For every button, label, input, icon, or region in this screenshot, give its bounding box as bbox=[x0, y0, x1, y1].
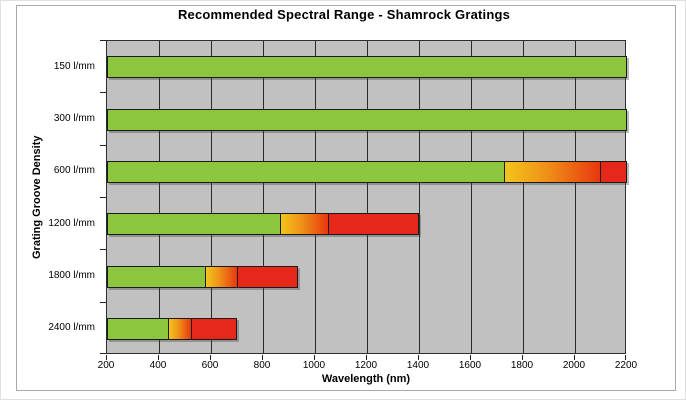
x-tick-mark bbox=[366, 355, 367, 360]
x-tick-label: 1000 bbox=[302, 360, 326, 371]
bar-segment-green bbox=[108, 318, 168, 339]
x-tick-mark bbox=[262, 355, 263, 360]
x-tick-mark bbox=[106, 355, 107, 360]
x-tick-mark bbox=[470, 355, 471, 360]
gridline bbox=[367, 41, 368, 353]
y-category-label: 1800 l/mm bbox=[48, 269, 95, 281]
bar bbox=[107, 265, 298, 288]
bar-segment-red bbox=[191, 318, 236, 339]
gridline bbox=[419, 41, 420, 353]
y-category-label: 300 l/mm bbox=[53, 112, 95, 124]
bar-segment-red bbox=[600, 161, 626, 182]
x-tick-mark bbox=[210, 355, 211, 360]
bar-segment-green bbox=[108, 161, 505, 182]
y-category-labels: 150 l/mm 300 l/mm 600 l/mm 1200 l/mm 1800 l/… bbox=[16, 40, 100, 354]
x-tick-mark bbox=[522, 355, 523, 360]
y-category-label: 1200 l/mm bbox=[48, 217, 95, 229]
bar-segment-green bbox=[108, 109, 626, 130]
bar-segment-gradient bbox=[504, 161, 601, 182]
x-tick-mark bbox=[314, 355, 315, 360]
gridline bbox=[523, 41, 524, 353]
bar-segment-green bbox=[108, 266, 205, 287]
x-tick-label: 1400 bbox=[406, 360, 430, 371]
x-tick-label: 1600 bbox=[458, 360, 482, 371]
x-axis-title: Wavelength (nm) bbox=[321, 373, 411, 385]
y-category-label: 150 l/mm bbox=[53, 60, 95, 72]
gridline bbox=[575, 41, 576, 353]
bar-segment-gradient bbox=[204, 266, 237, 287]
gridline bbox=[315, 41, 316, 353]
gridline bbox=[159, 41, 160, 353]
plot-area bbox=[106, 40, 627, 354]
y-category-label: 600 l/mm bbox=[53, 165, 95, 177]
x-tick-label: 2000 bbox=[562, 360, 586, 371]
x-tick-labels: 200 400 600 800 1000 1200 1400 1600 1800 2000 2200 bbox=[98, 360, 637, 372]
bar-segment-red bbox=[327, 214, 418, 235]
x-axis-ticks bbox=[106, 354, 626, 360]
bar-segment-red bbox=[236, 266, 297, 287]
y-tick-mark bbox=[100, 353, 106, 354]
y-category-label: 2400 l/mm bbox=[48, 322, 95, 334]
y-tick-mark bbox=[100, 92, 106, 94]
y-tick-mark bbox=[100, 197, 106, 198]
bar bbox=[107, 108, 627, 131]
bar-segment-gradient bbox=[167, 318, 192, 339]
chart-frame bbox=[16, 5, 676, 391]
x-tick-label: 1800 bbox=[510, 360, 534, 371]
gridline bbox=[471, 41, 472, 353]
chart-title: Recommended Spectral Range - Shamrock Gr… bbox=[177, 7, 511, 22]
y-tick-mark bbox=[100, 40, 106, 41]
y-tick-mark bbox=[100, 144, 106, 146]
x-tick-mark bbox=[625, 355, 626, 360]
bar bbox=[107, 317, 237, 340]
x-tick-label: 800 bbox=[253, 360, 271, 371]
bar-segment-green bbox=[108, 214, 280, 235]
bar bbox=[107, 160, 627, 183]
x-tick-mark bbox=[418, 355, 419, 360]
bar-segment-gradient bbox=[279, 214, 328, 235]
x-tick-label: 200 bbox=[97, 360, 115, 371]
x-tick-mark bbox=[574, 355, 575, 360]
bar bbox=[107, 213, 419, 236]
x-tick-label: 400 bbox=[149, 360, 167, 371]
bar-segment-green bbox=[108, 57, 626, 78]
x-tick-label: 1200 bbox=[354, 360, 378, 371]
y-tick-mark bbox=[100, 249, 106, 251]
gridline bbox=[263, 41, 264, 353]
x-tick-label: 2200 bbox=[614, 360, 638, 371]
x-tick-label: 600 bbox=[201, 360, 219, 371]
bar bbox=[107, 56, 627, 79]
y-axis-ticks bbox=[100, 40, 106, 354]
y-tick-mark bbox=[100, 301, 106, 303]
gridline bbox=[211, 41, 212, 353]
x-tick-mark bbox=[158, 355, 159, 360]
